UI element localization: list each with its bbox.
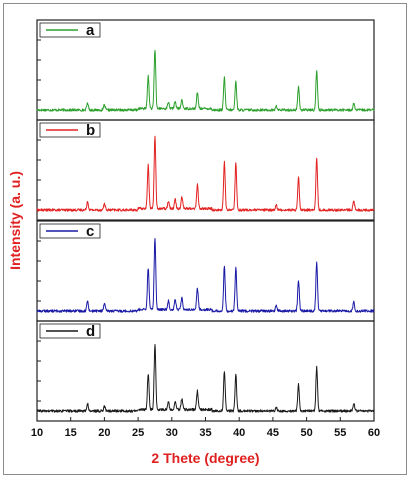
- legend-label: d: [86, 323, 95, 340]
- panel-frame: [36, 119, 375, 221]
- x-tick-label: 50: [300, 427, 312, 439]
- legend-label: a: [86, 22, 95, 39]
- series-line-c: [36, 238, 375, 313]
- x-tick-label: 55: [334, 427, 346, 439]
- x-tick-label: 10: [31, 427, 43, 439]
- x-tick-label: 25: [132, 427, 144, 439]
- figure-frame: [3, 3, 407, 475]
- x-tick-label: 45: [267, 427, 279, 439]
- panel-a: a: [36, 19, 375, 121]
- x-tick-label: 60: [368, 427, 380, 439]
- panels-group: a b c d: [36, 19, 375, 422]
- panel-d: d: [36, 320, 375, 422]
- series-line-d: [36, 344, 375, 413]
- panel-c: c: [36, 220, 375, 322]
- x-tick-label: 40: [233, 427, 245, 439]
- y-axis-title: Intensity (a. u.): [7, 171, 23, 270]
- x-axis-title: 2 Thete (degree): [151, 450, 259, 466]
- x-axis: 10 15 20 25 30 35 40 45 50 55 60: [31, 417, 380, 439]
- legend-label: b: [86, 122, 95, 139]
- legend-label: c: [86, 223, 94, 240]
- x-tick-label: 15: [65, 427, 77, 439]
- series-line-b: [36, 135, 375, 212]
- x-tick-label: 35: [199, 427, 211, 439]
- x-tick-label: 20: [98, 427, 110, 439]
- series-line-a: [36, 49, 375, 112]
- x-tick-label: 30: [166, 427, 178, 439]
- panel-b: b: [36, 119, 375, 221]
